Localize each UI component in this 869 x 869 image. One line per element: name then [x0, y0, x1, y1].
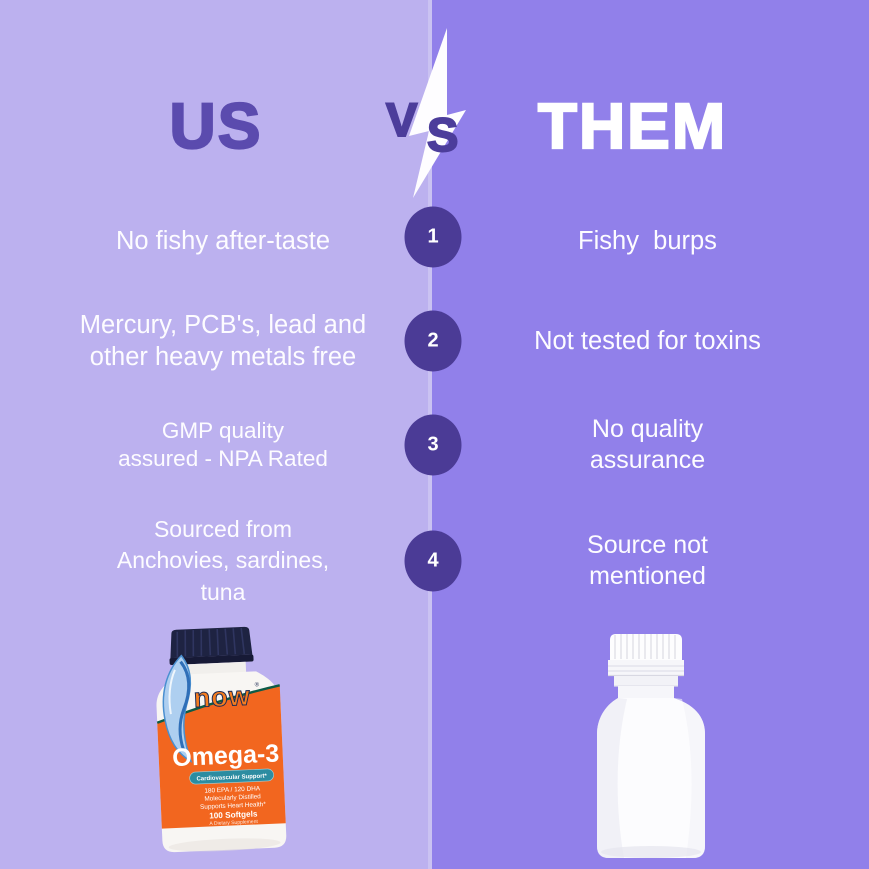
now-omega3-bottle-image: now ® Omega-3 Cardiovascular Support* 18…: [156, 626, 287, 853]
them-point-1: Fishy burps: [578, 226, 717, 255]
label-line-distilled: Molecularly Distilled: [204, 793, 261, 802]
them-point-4: Source not mentioned: [587, 530, 708, 591]
label-line-epa-dha: 180 EPA / 120 DHA: [204, 785, 261, 794]
them-title: THEM: [537, 90, 728, 162]
vs-letter-v: V: [385, 93, 418, 146]
plain-bottle-neck: [618, 686, 674, 700]
vs-letter-s: S: [426, 108, 459, 161]
number-badge-2: 2: [404, 310, 462, 372]
plain-white-bottle-image: [597, 634, 705, 858]
bottle-neck: [177, 661, 247, 676]
us-point-1: No fishy after-taste: [116, 226, 330, 255]
plain-bottle-cap: [608, 634, 684, 677]
number-badge-4: 4: [404, 530, 462, 592]
cardio-banner-text: Cardiovascular Support*: [196, 773, 267, 782]
label-orange-area: [157, 685, 286, 829]
us-title: US: [168, 90, 263, 162]
them-point-3: No quality assurance: [589, 414, 706, 475]
them-point-2: Not tested for toxins: [534, 326, 761, 355]
softgels-count: 100 Softgels: [209, 809, 258, 820]
fish-splash-art: [162, 654, 193, 763]
us-point-4: Sourced from Anchovies, sardines, tuna: [116, 516, 330, 605]
plain-bottle-neck-ring: [614, 676, 678, 686]
us-point-3: GMP quality assured - NPA Rated: [118, 417, 328, 471]
us-point-2: Mercury, PCB's, lead and other heavy met…: [79, 310, 367, 371]
label-line-heart: Supports Heart Health*: [200, 801, 266, 811]
number-badge-1: 1: [404, 206, 462, 268]
registered-mark: ®: [255, 681, 260, 688]
cardio-banner: [189, 768, 274, 785]
plain-bottle-body: [597, 698, 705, 858]
bottle-cap: [169, 626, 254, 666]
dietary-supplement-text: A Dietary Supplement: [209, 819, 258, 827]
now-logo: now: [193, 681, 251, 713]
number-badge-3: 3: [404, 414, 462, 476]
omega3-product-name: Omega-3: [172, 739, 280, 772]
